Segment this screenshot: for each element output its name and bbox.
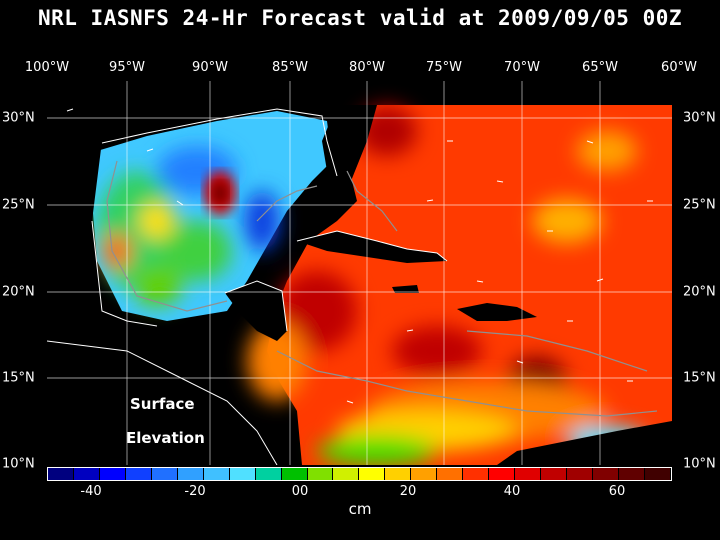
carib-orange-w [247,321,307,401]
lon-label: 90°W [192,60,228,75]
colorbar-tick-label: 00 [291,484,309,499]
colorbar-swatch [48,468,74,480]
colorbar-tick-label: -40 [80,484,102,499]
us-gulf-coast-land [102,81,337,143]
lat-label-right: 20°N [683,284,716,300]
colorbar-swatch [618,468,645,480]
graticule [47,81,672,465]
lat-label-left: 20°N [2,284,35,300]
lat-label-right: 30°N [683,110,716,126]
yucatan-land [225,281,287,341]
colorbar-swatch [333,468,360,480]
colorbar-tick-label: -20 [184,484,206,499]
lat-label-right: 10°N [683,456,716,472]
colorbar-swatch [177,468,204,480]
colorbar-tick-label: 40 [503,484,521,499]
lat-label-right: 25°N [683,197,716,213]
field-label-surface: Surface [130,395,195,413]
lat-label-left: 25°N [2,197,35,213]
colorbar-swatch [203,468,230,480]
carib-green-s [317,436,437,465]
gulf-yellow [139,203,175,239]
south-america-land [497,421,672,465]
colorbar-swatch [307,468,334,480]
lon-label: 60°W [661,60,697,75]
lat-label-right: 15°N [683,370,716,386]
map-canvas [47,81,672,465]
carib-yellow-ne [577,131,637,171]
colorbar-swatch [489,468,516,480]
colorbar-swatch [229,468,256,480]
coastlines [47,108,448,465]
colorbar-swatch [593,468,619,480]
hispaniola-land [457,303,537,321]
colorbar-tick-label: 60 [608,484,626,499]
lat-label-left: 10°N [2,456,35,472]
colorbar-swatch [644,468,671,480]
colorbar-swatch [411,468,438,480]
lon-label: 65°W [582,60,618,75]
lon-label: 85°W [272,60,308,75]
caribbean-ocean [267,105,672,465]
colorbar-swatch [463,468,490,480]
lon-label: 100°W [24,60,70,75]
colorbar-swatch [385,468,412,480]
colorbar-swatch [359,468,386,480]
lat-label-left: 30°N [2,110,35,126]
colorbar-swatch [125,468,152,480]
central-america-land [47,341,277,465]
lon-label: 75°W [426,60,462,75]
gulf-green-mid [162,221,232,281]
map-title: NRL IASNFS 24-Hr Forecast valid at 2009/… [37,6,682,30]
colorbar-swatch [73,468,100,480]
florida-land [322,105,377,201]
colorbar-swatch [567,468,594,480]
colorbar-swatch [541,468,568,480]
field-label-elevation: Elevation [126,429,205,447]
mexico-land [47,81,107,331]
surface-elevation-map: Surface Elevation [47,81,672,465]
cuba-land [297,231,447,263]
colorbar [47,467,672,481]
jamaica-land [392,285,419,293]
loop-current-eddy-core [212,181,228,205]
carib-yellow-e [532,199,602,243]
colorbar-swatch [151,468,178,480]
colorbar-swatch [281,468,308,480]
colorbar-unit: cm [348,500,372,518]
current-vectors [66,108,653,404]
depth-contours [106,160,658,417]
colorbar-tick-label: 20 [399,484,417,499]
lat-label-left: 15°N [2,370,35,386]
lon-label: 95°W [109,60,145,75]
lon-label: 70°W [504,60,540,75]
colorbar-swatch [99,468,126,480]
lon-label: 80°W [349,60,385,75]
colorbar-swatch [437,468,464,480]
colorbar-swatch [515,468,542,480]
colorbar-swatch [255,468,282,480]
carib-dark-sw [277,271,357,351]
gulf-blue-east [244,191,280,251]
carib-dark-mid [392,326,482,376]
gulf-orange-west [103,233,131,269]
gulf-green-south [132,266,182,306]
